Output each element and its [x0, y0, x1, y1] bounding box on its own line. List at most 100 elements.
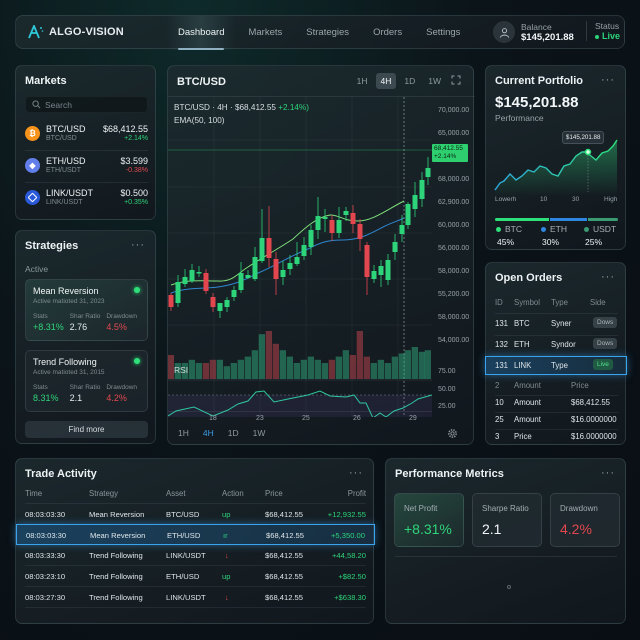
order-row[interactable]: 132 ETH Syndor Dows	[495, 336, 618, 353]
chart-info-change: +2.14%)	[278, 103, 309, 112]
allocation-segment-eth	[550, 218, 587, 221]
y-axis-label: 58,000.00	[438, 314, 470, 321]
legend-pct: 25%	[585, 237, 603, 247]
order-symbol: LINK	[514, 361, 532, 370]
trade-row-selected[interactable]: 08:03:03:30 Mean Reversion ETH/USD ır $6…	[16, 524, 375, 545]
legend-asset: USDT	[593, 224, 617, 234]
trade-row[interactable]: 08:03:33:30 Trend Following LINK/USDT ↓ …	[25, 545, 366, 566]
tf-4h[interactable]: 4H	[375, 73, 397, 89]
more-options-icon[interactable]: ···	[349, 467, 363, 479]
col-header: Asset	[166, 489, 186, 498]
legend-eth: ETH 30%	[541, 224, 567, 247]
trade-row[interactable]: 08:03:23:10 Trend Following ETH/USD up $…	[25, 566, 366, 587]
brand-logo[interactable]: ALGO-VISION	[28, 25, 124, 39]
allocation-bar	[495, 218, 618, 221]
col-header: Side	[590, 298, 606, 307]
tf-1d[interactable]: 1D	[404, 76, 416, 86]
orders-subheader-row: 2 Amount Price	[495, 377, 618, 394]
nav-orders[interactable]: Orders	[373, 27, 403, 38]
divider	[168, 96, 475, 97]
chart-info-line: BTC/USD · 4H · $68,412.55 +2.14%)	[174, 103, 309, 112]
trade-profit: +12,932.55	[327, 510, 366, 519]
metric-label: Sharpe Ratio	[482, 504, 529, 513]
stat-label: Shar Ratio	[69, 313, 101, 320]
trade-strategy: Mean Reversion	[89, 510, 145, 519]
stat-label: Shar Ratio	[69, 384, 101, 391]
trade-action: up	[222, 510, 231, 519]
trade-row[interactable]: 08:03:03:30 Mean Reversion BTC/USD up $6…	[25, 504, 366, 525]
strategy-name: Mean Reversion	[33, 286, 99, 296]
strategy-card-mean-reversion[interactable]: Mean Reversion Active matioted 31, 2023 …	[25, 279, 148, 341]
metric-card-drawdown[interactable]: Drawdown 4.2%	[550, 493, 620, 547]
metric-card-net-profit[interactable]: Net Profit +8.31%	[394, 493, 464, 547]
metric-value: 4.2%	[560, 521, 592, 537]
nav-settings[interactable]: Settings	[426, 27, 461, 38]
connection-status: Status Live	[586, 21, 620, 41]
col-header: Price	[571, 381, 589, 390]
order-id: 131	[495, 319, 509, 328]
trade-profit: +$638.30	[334, 593, 366, 602]
bottom-timeframe-selector: 1H 4H 1D 1W	[178, 428, 265, 438]
candlestick-chart[interactable]	[168, 97, 432, 417]
col-header: ID	[495, 298, 503, 307]
detail-label: Amount	[514, 415, 541, 424]
stat-value: 2.76	[69, 322, 88, 332]
portfolio-performance-chart[interactable]	[492, 126, 620, 196]
more-options-icon[interactable]: ···	[601, 74, 615, 86]
search-icon	[32, 100, 41, 109]
more-options-icon[interactable]: ···	[601, 271, 615, 283]
more-options-icon[interactable]: ···	[131, 239, 145, 251]
x-axis-label: 10	[540, 196, 548, 203]
fullscreen-icon[interactable]	[449, 72, 463, 90]
market-search-input[interactable]: Search	[25, 96, 148, 113]
chart-settings-gear-icon[interactable]	[447, 428, 458, 439]
bitcoin-icon: ₿	[25, 125, 40, 141]
trade-action: ır	[223, 531, 228, 540]
btm-tf-1h[interactable]: 1H	[178, 428, 189, 438]
tf-1w[interactable]: 1W	[428, 76, 441, 86]
order-row-selected[interactable]: 131 LINK Type Live	[485, 356, 627, 375]
order-detail-row[interactable]: 10 Amount $68,412.55	[495, 394, 618, 411]
top-nav-bar: ALGO-VISION Dashboard Markets Strategies…	[15, 15, 625, 50]
find-more-button[interactable]: Find more	[25, 421, 148, 438]
metric-card-sharpe-ratio[interactable]: Sharpe Ratio 2.1	[472, 493, 542, 547]
divider	[395, 556, 617, 557]
y-axis-label: 68,000.00	[438, 176, 470, 183]
market-row-link[interactable]: LINK/USDT LINK/USDT $0.500 +0.35%	[25, 182, 148, 212]
user-avatar[interactable]	[493, 21, 515, 43]
order-detail-row[interactable]: 3 Price $16.0000000	[495, 428, 618, 445]
more-options-icon[interactable]: ···	[601, 467, 615, 479]
algo-vision-logo-icon	[28, 25, 44, 39]
y-axis-label: 58,000.00	[438, 268, 470, 275]
stat-value: 4.2%	[106, 393, 127, 403]
nav-markets[interactable]: Markets	[248, 27, 283, 38]
market-row-btc[interactable]: ₿ BTC/USD BTC/USD $68,412.55 +2.14%	[25, 118, 148, 148]
tf-1h[interactable]: 1H	[356, 76, 368, 86]
trade-action: up	[222, 572, 231, 581]
x-axis-label: 23	[256, 415, 264, 422]
stat-value: +8.31%	[33, 322, 64, 332]
detail-label: Amount	[514, 398, 541, 407]
btm-tf-1w[interactable]: 1W	[252, 428, 266, 438]
market-row-eth[interactable]: ◆ ETH/USD ETH/USDT $3.599 -0.38%	[25, 150, 148, 180]
order-detail-row[interactable]: 25 Amount $16.0000000	[495, 411, 618, 428]
strategy-card-trend-following[interactable]: Trend Following Active matioted 31, 2015…	[25, 350, 148, 412]
volume-bars	[168, 331, 431, 379]
stat-label: Drawdown	[106, 313, 138, 320]
trade-row[interactable]: 08:03:27:30 Trend Following LINK/USDT ↓ …	[25, 587, 366, 608]
status-value: Live	[602, 31, 621, 41]
nav-dashboard[interactable]: Dashboard	[166, 16, 237, 50]
y-axis-label: 55,200.00	[438, 291, 470, 298]
order-row[interactable]: 131 BTC Syner Dows	[495, 315, 618, 332]
status-label: Status	[595, 21, 620, 31]
trade-profit: +$82.50	[338, 572, 366, 581]
y-axis-label: 60,000.00	[438, 222, 470, 229]
order-symbol: BTC	[514, 319, 530, 328]
btm-tf-1d[interactable]: 1D	[227, 428, 239, 438]
search-placeholder: Search	[45, 99, 72, 110]
nav-strategies[interactable]: Strategies	[306, 27, 350, 38]
btm-tf-4h[interactable]: 4H	[202, 428, 214, 438]
trade-profit: +5,350.00	[331, 531, 365, 540]
balance-value: $145,201.88	[521, 31, 574, 43]
x-axis-label: Lowerh	[495, 196, 517, 203]
